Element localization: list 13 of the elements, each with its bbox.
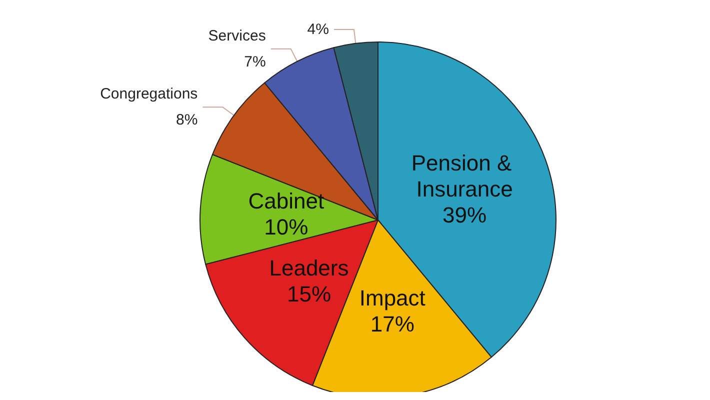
slice-label: Services	[208, 27, 266, 44]
data-label: 8%	[176, 112, 198, 129]
data-label: 15%	[286, 281, 332, 306]
slice-label: Pension & Insurance	[411, 150, 518, 202]
slice-label: Congregations	[100, 86, 198, 103]
data-label: 7%	[244, 53, 266, 70]
data-label: 17%	[370, 311, 414, 336]
data-label: 4%	[307, 21, 329, 38]
slice-label: Impact	[359, 285, 426, 310]
data-label: 39%	[442, 202, 487, 228]
slice-label: Cabinet	[248, 188, 324, 214]
data-label: 10%	[264, 214, 308, 240]
slice-label: Leaders	[269, 255, 349, 280]
